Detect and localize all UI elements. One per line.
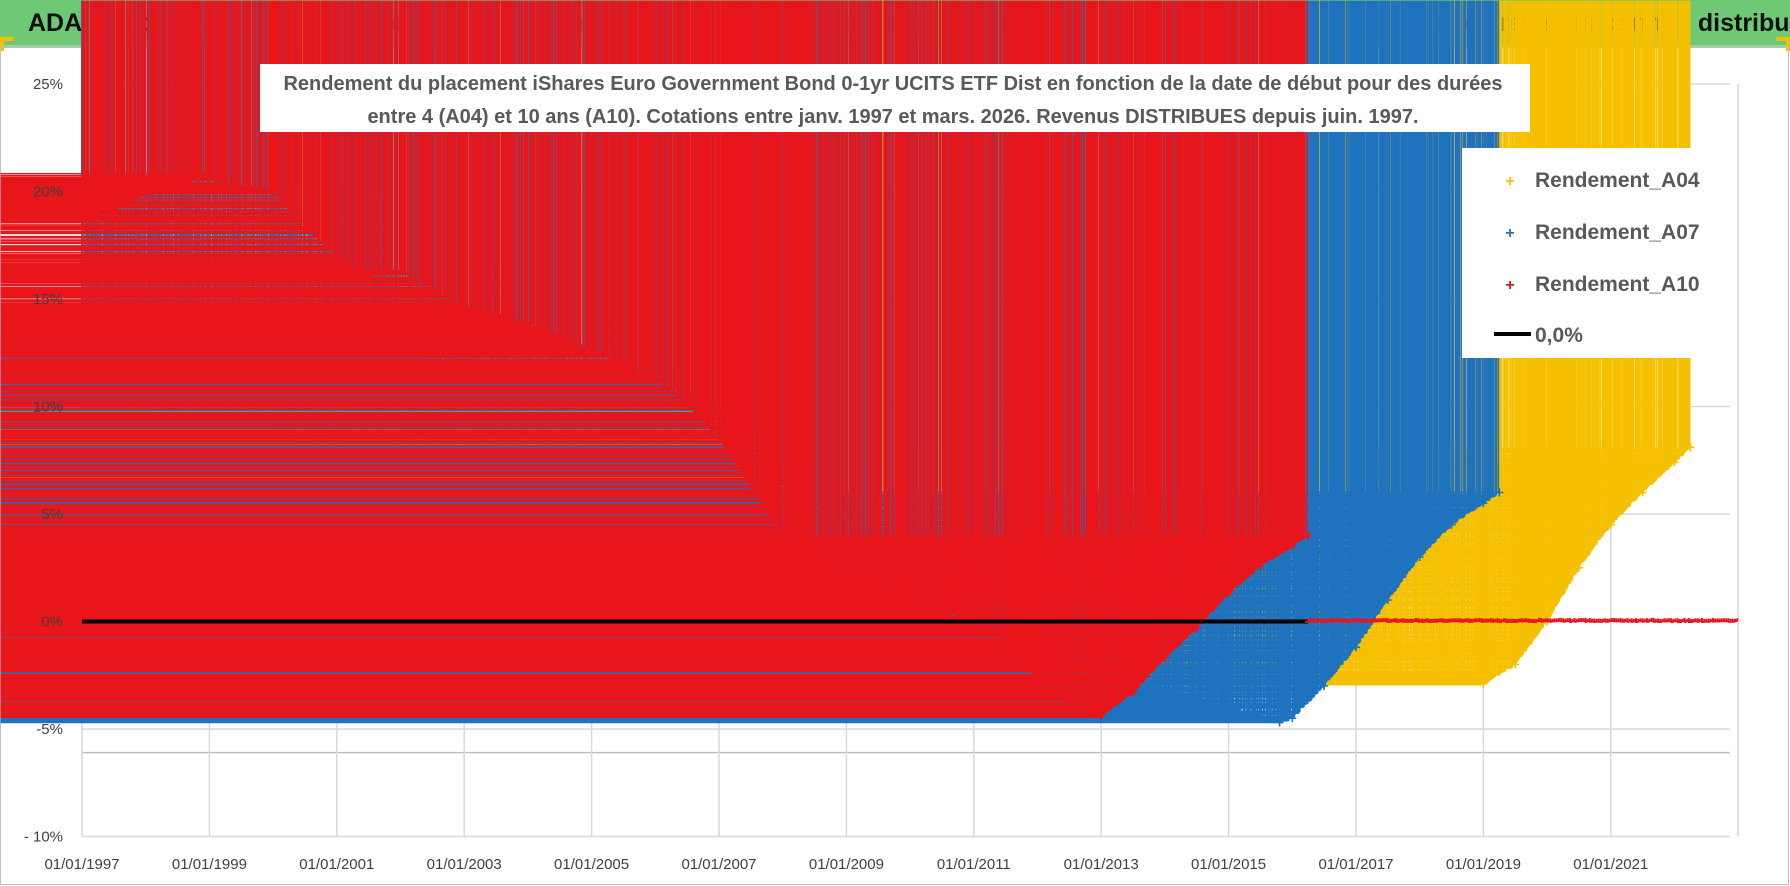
legend-background: [1462, 148, 1732, 358]
y-tick-labels: 25% 20% 15% 10% 5% 0% -5% - 10%: [24, 76, 63, 846]
legend-item-a10: + Rendement_A10: [1505, 273, 1699, 296]
legend-marker-a10: +: [1505, 277, 1514, 294]
y-tick-label: 20%: [33, 184, 63, 201]
x-tick-label: 01/01/1999: [172, 856, 247, 873]
y-tick-label: - 10%: [24, 829, 63, 846]
y-tick-label: 5%: [41, 506, 63, 523]
legend-label-a10: Rendement_A10: [1535, 273, 1700, 296]
x-tick-label: 01/01/2015: [1191, 856, 1266, 873]
x-tick-label: 01/01/2003: [427, 856, 502, 873]
legend-item-a04: + Rendement_A04: [1505, 169, 1700, 192]
legend: + Rendement_A04 + Rendement_A07 + Rendem…: [1462, 148, 1732, 358]
y-tick-label: 0%: [41, 614, 63, 631]
y-tick-label: 25%: [33, 76, 63, 93]
legend-label-a07: Rendement_A07: [1535, 221, 1700, 244]
subtitle-background: [260, 64, 1530, 132]
x-tick-label: 01/01/2005: [554, 856, 629, 873]
series-rendement-a10: [0, 0, 1313, 721]
legend-marker-a07: +: [1505, 225, 1514, 242]
series-layer: [0, 0, 1695, 727]
legend-item-a07: + Rendement_A07: [1505, 221, 1699, 244]
series-trail: [0, 0, 1308, 718]
zero-line-layer: [82, 617, 1739, 624]
x-tick-label: 01/01/2017: [1318, 856, 1393, 873]
y-tick-label: -5%: [36, 721, 63, 738]
chart-subtitle-line-2: entre 4 (A04) et 10 ans (A10). Cotations…: [367, 106, 1418, 128]
x-tick-label: 01/01/2011: [937, 856, 1011, 873]
zero-span-markers: [1305, 617, 1739, 624]
x-tick-label: 01/01/2001: [299, 856, 374, 873]
x-tick-label: 01/01/2019: [1446, 856, 1521, 873]
x-tick-label: 01/01/2007: [681, 856, 756, 873]
legend-marker-a04: +: [1505, 173, 1514, 190]
corner-mark-right: [1776, 37, 1790, 51]
x-tick-label: 01/01/2013: [1064, 856, 1139, 873]
x-tick-label: 01/01/1997: [44, 856, 119, 873]
chart-subtitle: Rendement du placement iShares Euro Gove…: [260, 64, 1530, 132]
chart-subtitle-line-1: Rendement du placement iShares Euro Gove…: [283, 73, 1502, 95]
y-tick-label: 10%: [33, 399, 63, 416]
x-tick-labels: 01/01/1997 01/01/1999 01/01/2001 01/01/2003…: [44, 856, 1648, 873]
x-tick-label: 01/01/2009: [809, 856, 884, 873]
legend-item-zero: 0,0%: [1494, 324, 1583, 347]
legend-label-a04: Rendement_A04: [1535, 169, 1700, 192]
legend-label-zero: 0,0%: [1535, 324, 1583, 347]
y-tick-label: 15%: [33, 291, 63, 308]
x-tick-label: 01/01/2021: [1573, 856, 1648, 873]
corner-mark-left: [0, 37, 14, 51]
